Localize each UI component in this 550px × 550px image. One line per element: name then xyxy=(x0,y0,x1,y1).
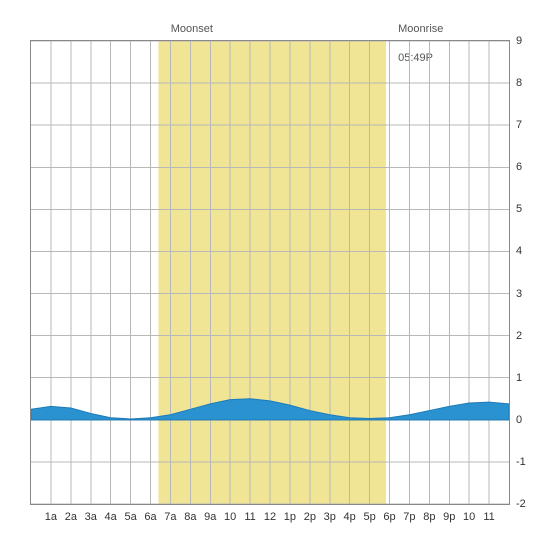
x-tick-label: 7a xyxy=(164,511,176,523)
x-tick-label: 1p xyxy=(284,511,296,523)
x-tick-label: 6a xyxy=(144,511,156,523)
x-tick-label: 5a xyxy=(124,511,136,523)
y-tick-label: -1 xyxy=(516,456,526,468)
x-tick-label: 11 xyxy=(244,511,255,523)
x-tick-label: 8p xyxy=(423,511,435,523)
x-tick-label: 11 xyxy=(483,511,494,523)
y-tick-label: 0 xyxy=(516,414,522,426)
x-tick-label: 2a xyxy=(65,511,77,523)
y-tick-label: 2 xyxy=(516,330,522,342)
x-tick-label: 6p xyxy=(383,511,395,523)
plot-area xyxy=(30,40,510,505)
x-tick-label: 3a xyxy=(85,511,97,523)
y-tick-label: 9 xyxy=(516,35,522,47)
y-tick-label: 6 xyxy=(516,161,522,173)
moonset-label: Moonset xyxy=(171,23,213,35)
x-tick-label: 12 xyxy=(264,511,276,523)
x-tick-label: 9p xyxy=(443,511,455,523)
y-tick-label: 7 xyxy=(516,119,522,131)
x-tick-label: 2p xyxy=(304,511,316,523)
y-tick-label: 8 xyxy=(516,77,522,89)
x-tick-label: 1a xyxy=(45,511,57,523)
moonrise-label: Moonrise xyxy=(398,23,443,35)
y-tick-label: 4 xyxy=(516,245,522,257)
tide-moon-chart: Moonset 06:24A Moonrise 05:49P 1a2a3a4a5… xyxy=(0,0,550,550)
y-tick-label: 1 xyxy=(516,372,522,384)
y-tick-label: 3 xyxy=(516,288,522,300)
x-tick-label: 4a xyxy=(105,511,117,523)
y-tick-label: 5 xyxy=(516,203,522,215)
plot-svg xyxy=(31,41,509,504)
x-tick-label: 5p xyxy=(363,511,375,523)
x-tick-label: 8a xyxy=(184,511,196,523)
x-tick-label: 10 xyxy=(224,511,236,523)
x-tick-label: 7p xyxy=(403,511,415,523)
x-tick-label: 9a xyxy=(204,511,216,523)
x-tick-label: 4p xyxy=(344,511,356,523)
x-tick-label: 3p xyxy=(324,511,336,523)
x-tick-label: 10 xyxy=(463,511,475,523)
y-tick-label: -2 xyxy=(516,498,526,510)
